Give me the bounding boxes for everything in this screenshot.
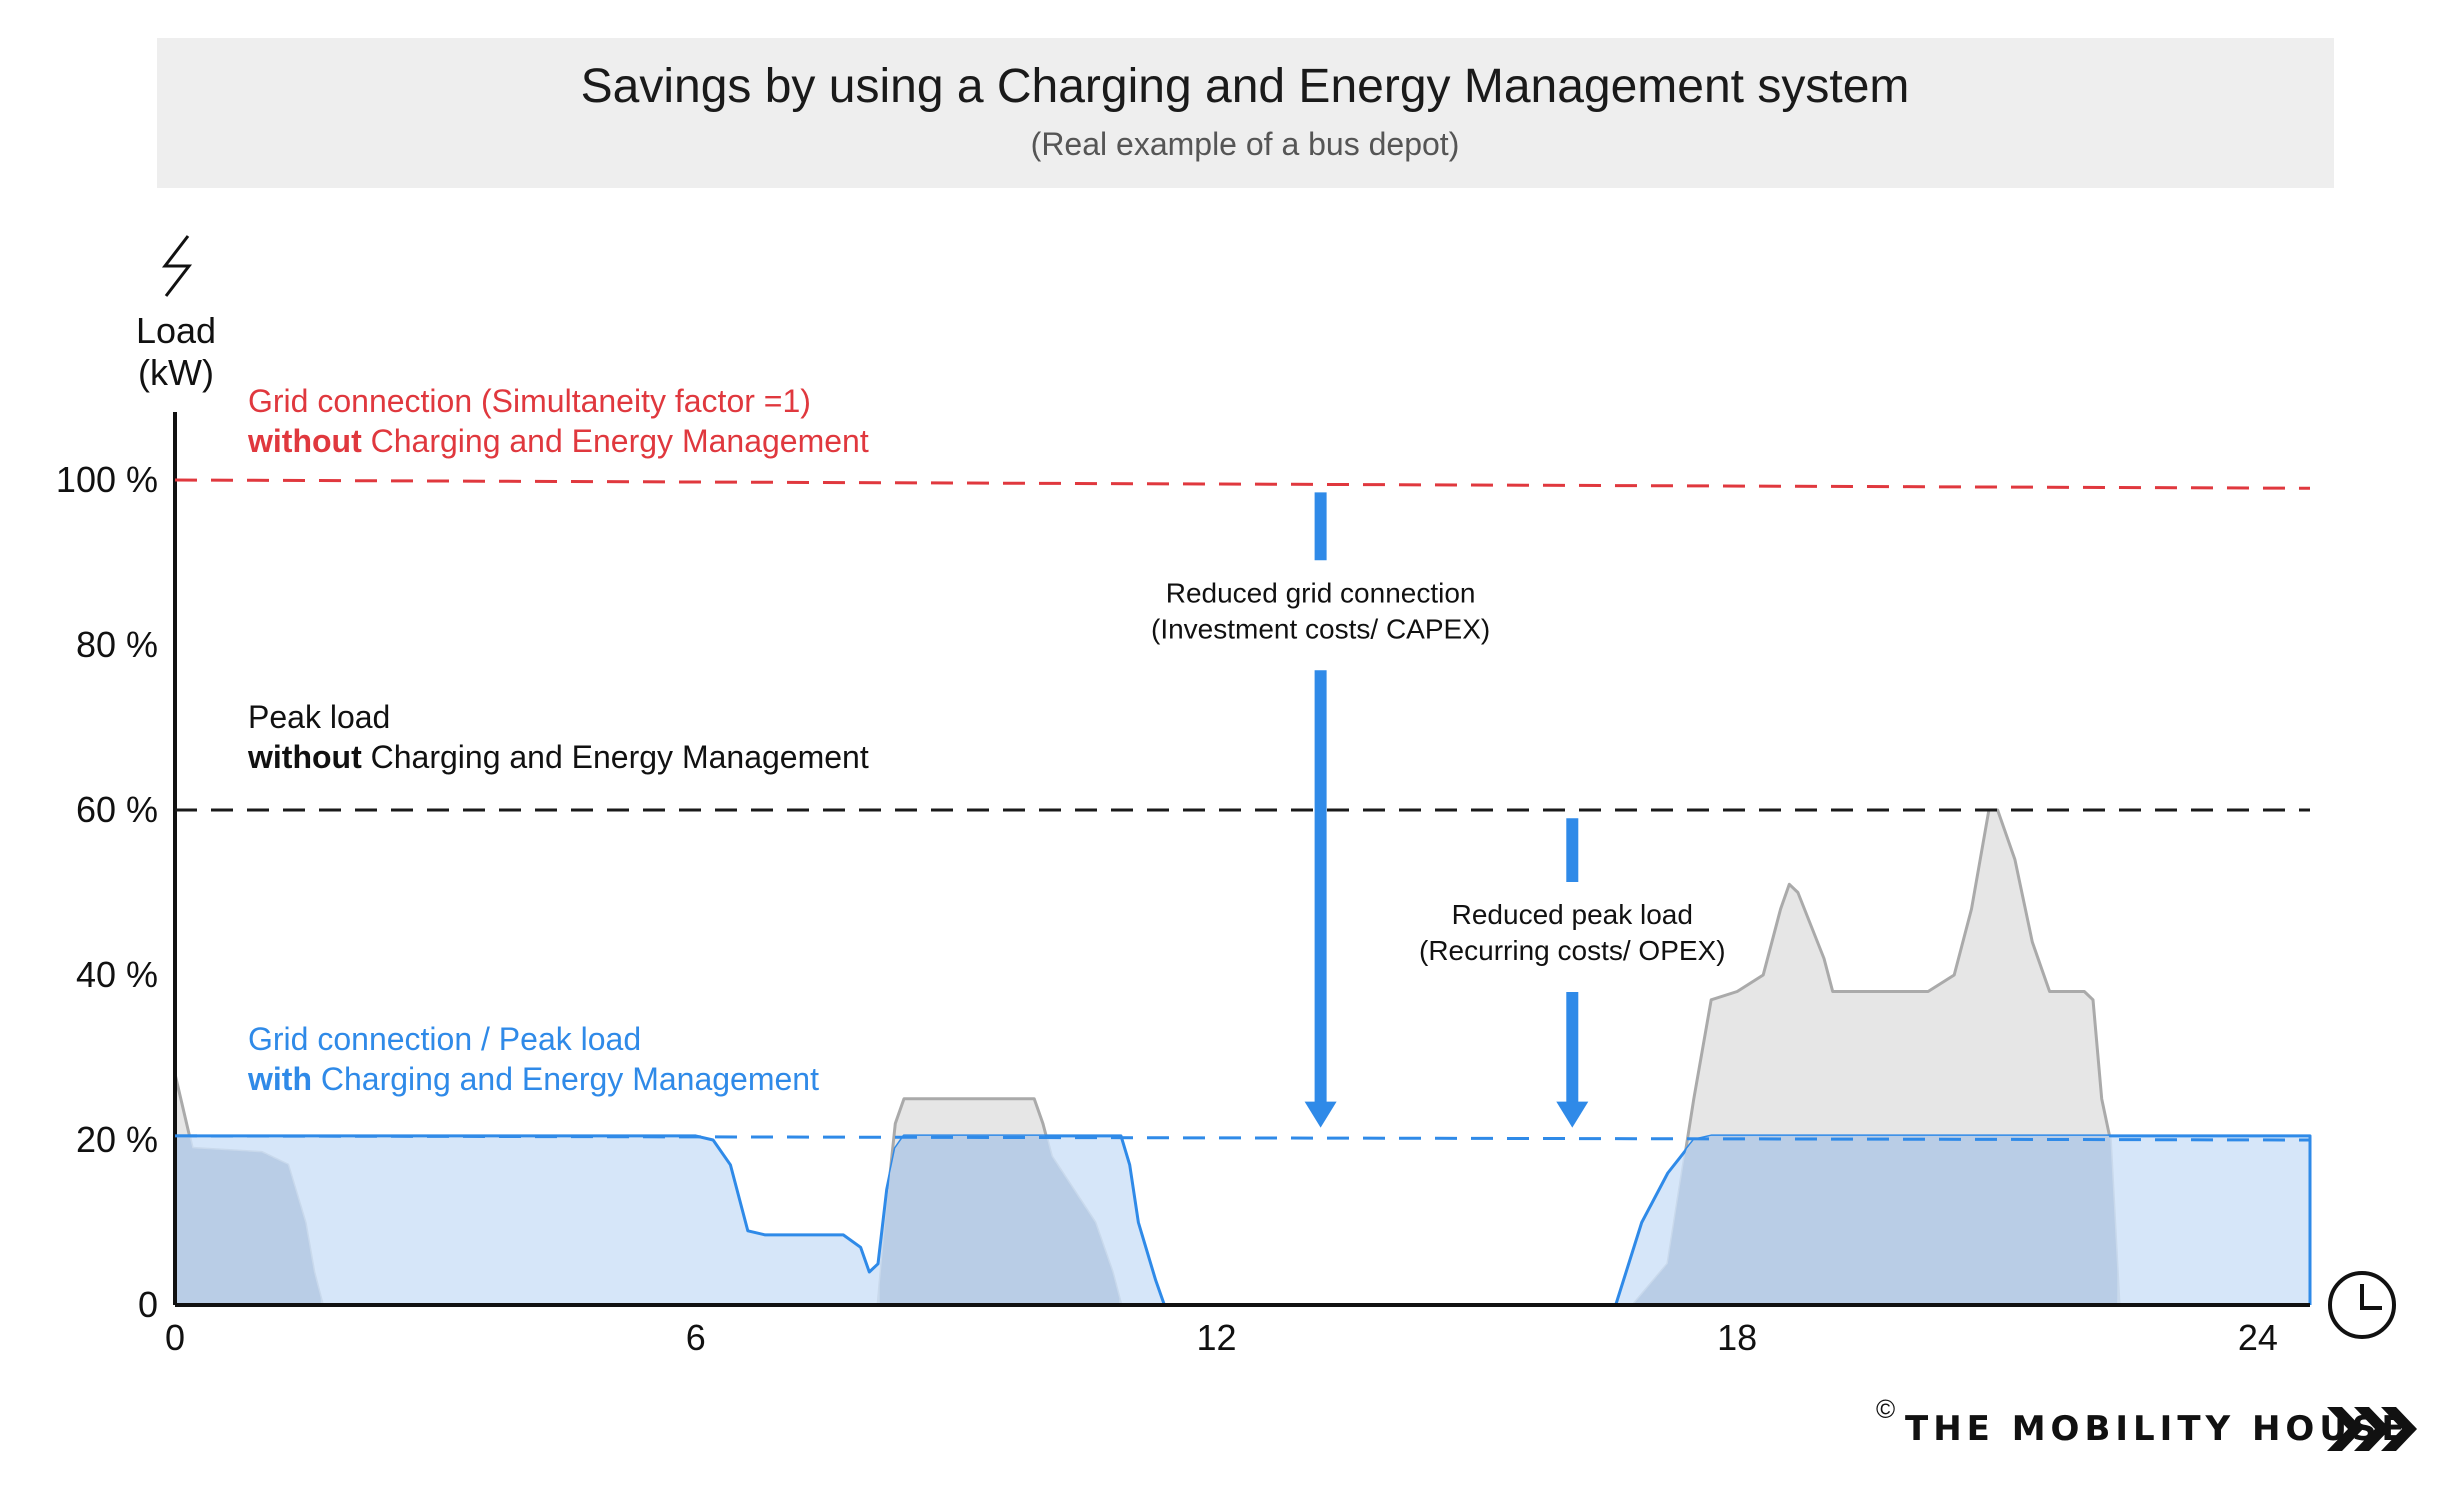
y-tick-label: 80 %: [76, 624, 158, 665]
annotation-arrow-shaft-1: [1314, 670, 1327, 1104]
reference-line-1: [174, 478, 2311, 490]
label-segment: Peak load: [248, 699, 390, 735]
label-segment: without: [247, 423, 362, 459]
annotation-text-1: (Investment costs/ CAPEX): [1151, 613, 1490, 644]
annotation-arrow-shaft-2: [1566, 818, 1579, 882]
y-tick-label: 60 %: [76, 789, 158, 830]
label-segment: Charging and Energy Management: [312, 1061, 819, 1097]
annotation-arrow-shaft-1: [1314, 492, 1327, 561]
reference-label-1-line-2: without Charging and Energy Management: [247, 423, 869, 459]
overlap-area-2: [879, 1135, 1120, 1305]
label-segment: Grid connection / Peak load: [248, 1021, 641, 1057]
reference-label-1-line-1: Grid connection (Simultaneity factor =1): [248, 383, 811, 419]
overlap-area-1: [175, 1135, 321, 1305]
reference-label-2-line-2: without Charging and Energy Management: [247, 739, 869, 775]
y-axis-label-line-1: Load: [136, 310, 216, 351]
annotation-text-2: Reduced peak load: [1452, 899, 1693, 930]
clock-icon: [2328, 1271, 2396, 1339]
label-segment: without: [247, 739, 362, 775]
brand-name: THE MOBILITY HOUSE: [1905, 1409, 2410, 1449]
reference-label-3-line-2: with Charging and Energy Management: [247, 1061, 819, 1097]
x-tick-label: 24: [2238, 1317, 2278, 1358]
annotation-arrow-shaft-2: [1566, 992, 1579, 1104]
copyright-symbol: ©: [1876, 1394, 1895, 1424]
chart-title: Savings by using a Charging and Energy M…: [581, 60, 1910, 113]
y-tick-label: 0: [138, 1284, 158, 1325]
label-segment: with: [247, 1061, 312, 1097]
lightning-bolt-icon: [161, 235, 193, 297]
annotation-arrow-head-1: [1304, 1101, 1337, 1128]
x-tick-label: 6: [686, 1317, 706, 1358]
reference-label-3-line-1: Grid connection / Peak load: [248, 1021, 641, 1057]
chevrons-icon: [2327, 1407, 2417, 1451]
label-segment: Grid connection (Simultaneity factor =1): [248, 383, 811, 419]
annotation-arrow-head-2: [1556, 1101, 1589, 1128]
x-tick-label: 12: [1196, 1317, 1236, 1358]
y-tick-label: 20 %: [76, 1119, 158, 1160]
x-tick-label: 0: [165, 1317, 185, 1358]
x-tick-label: 18: [1717, 1317, 1757, 1358]
label-segment: Charging and Energy Management: [362, 423, 869, 459]
y-axis-label-line-2: (kW): [138, 352, 214, 393]
title-background: [157, 38, 2334, 188]
reference-line-3: [174, 1134, 2311, 1142]
annotation-text-1: Reduced grid connection: [1166, 577, 1476, 608]
label-segment: Charging and Energy Management: [362, 739, 869, 775]
y-tick-label: 40 %: [76, 954, 158, 995]
overlap-area-3: [1634, 1135, 2118, 1305]
y-tick-label: 100 %: [56, 459, 158, 500]
annotation-text-2: (Recurring costs/ OPEX): [1419, 935, 1726, 966]
chart-subtitle: (Real example of a bus depot): [1031, 126, 1460, 162]
reference-label-2-line-1: Peak load: [248, 699, 390, 735]
